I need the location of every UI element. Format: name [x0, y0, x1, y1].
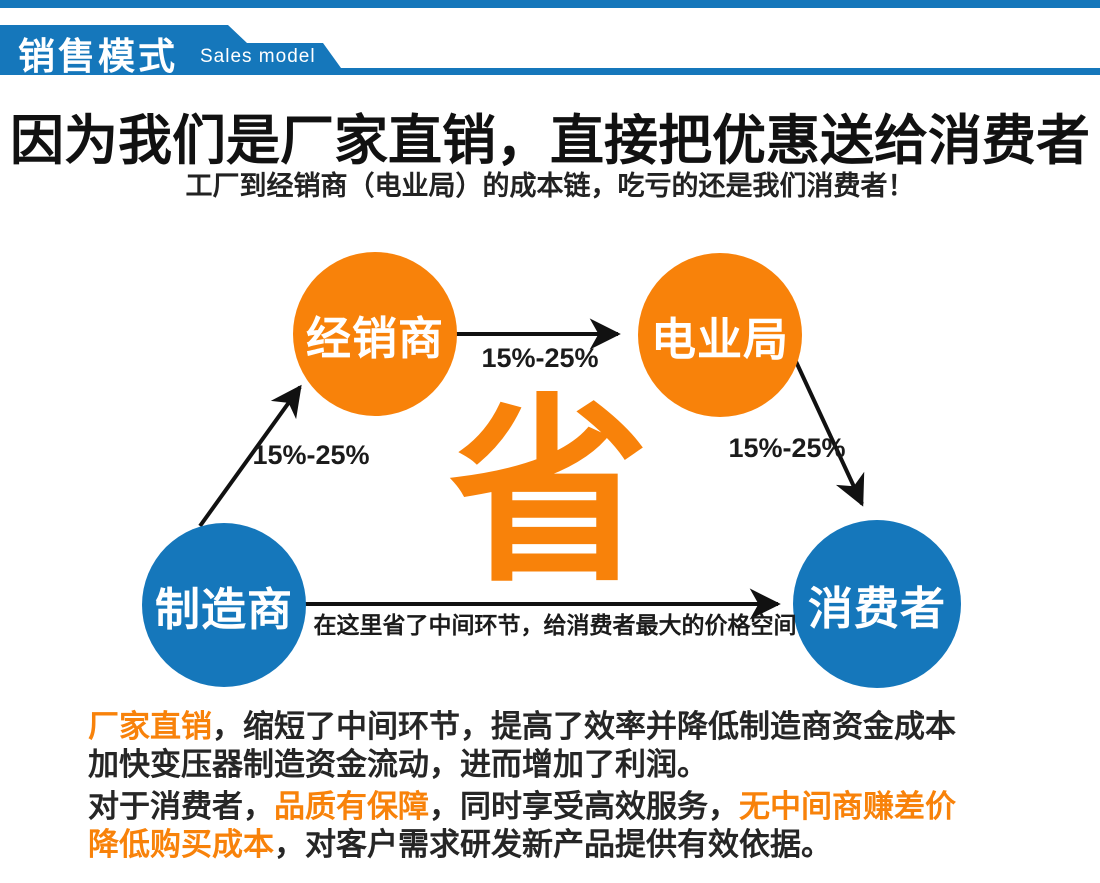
- edge-label-manufacturer-consumer: 在这里省了中间环节，给消费者最大的价格空间: [313, 612, 797, 638]
- node-dealer-label: 经销商: [305, 312, 444, 364]
- text-segment: ，缩短了中间环节，提高了效率并降低制造商资金成本: [212, 709, 956, 744]
- footer-paragraph-2: 对于消费者，品质有保障，同时享受高效服务，无中间商赚差价 降低购买成本，对客户需…: [88, 788, 1048, 864]
- text-segment-highlight: 厂家直销: [88, 709, 212, 744]
- hero-title: 因为我们是厂家直销，直接把优惠送给消费者: [10, 111, 1090, 171]
- save-character: 省: [448, 382, 649, 605]
- sales-flow-diagram: 省 经销商 电业局 制造商 消费者 15%-25% 15%-25% 15%-25…: [0, 230, 1100, 710]
- text-segment: 加快变压器制造资金流动，进而增加了利润。: [88, 747, 708, 782]
- node-power-bureau-label: 电业局: [650, 313, 789, 365]
- arrow-bureau-to-consumer: [784, 339, 865, 507]
- node-consumer-label: 消费者: [807, 582, 946, 634]
- edge-label-bureau-consumer: 15%-25%: [728, 433, 846, 463]
- footer-paragraph-1: 厂家直销，缩短了中间环节，提高了效率并降低制造商资金成本 加快变压器制造资金流动…: [88, 708, 1048, 784]
- text-segment-highlight: 无中间商赚差价: [739, 789, 956, 824]
- node-manufacturer-label: 制造商: [154, 583, 293, 635]
- flow-arrows: [198, 318, 865, 620]
- hero-subtitle: 工厂到经销商（电业局）的成本链，吃亏的还是我们消费者！: [185, 171, 915, 201]
- node-manufacturer: 制造商: [142, 523, 306, 687]
- top-accent-bar: [0, 0, 1100, 8]
- edge-label-dealer-bureau: 15%-25%: [481, 343, 599, 373]
- section-banner: 销售模式 Sales model: [0, 25, 1100, 75]
- node-dealer: 经销商: [293, 252, 457, 416]
- footer-text: 厂家直销，缩短了中间环节，提高了效率并降低制造商资金成本 加快变压器制造资金流动…: [88, 708, 1048, 868]
- node-consumer: 消费者: [793, 520, 961, 688]
- text-segment: ，同时享受高效服务，: [429, 789, 739, 824]
- arrow-manufacturer-to-dealer: [198, 384, 302, 528]
- text-segment-highlight: 品质有保障: [274, 789, 429, 824]
- node-power-bureau: 电业局: [638, 253, 802, 417]
- text-segment-highlight: 降低购买成本: [88, 827, 274, 862]
- banner-title-cn: 销售模式: [18, 36, 178, 77]
- text-segment: ，对客户需求研发新产品提供有效依据。: [274, 827, 832, 862]
- edge-label-manufacturer-dealer: 15%-25%: [252, 440, 370, 470]
- banner-title-en: Sales model: [200, 46, 316, 67]
- text-segment: 对于消费者，: [88, 789, 274, 824]
